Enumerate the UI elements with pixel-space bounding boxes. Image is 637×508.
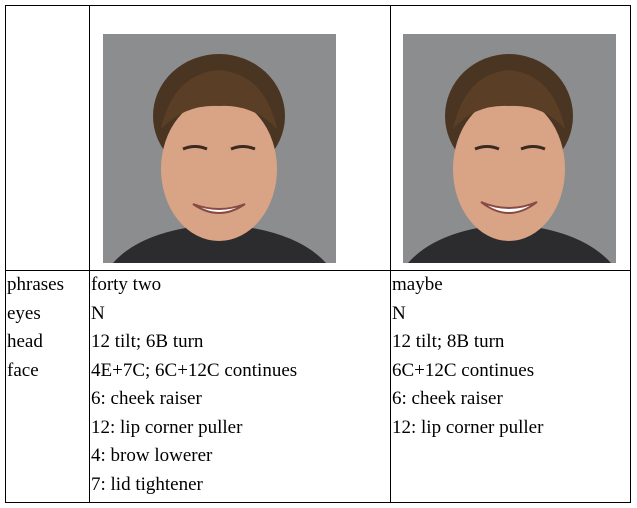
spacer: [392, 471, 543, 500]
row-label: face: [7, 357, 64, 386]
row-label: phrases: [7, 271, 64, 300]
cell-text: forty two: [91, 271, 297, 300]
border: [5, 5, 631, 6]
page: phraseseyesheadface forty twoN12 tilt; 6…: [0, 0, 637, 508]
spacer: [7, 385, 64, 414]
border: [390, 5, 391, 503]
spacer: [392, 442, 543, 471]
cell-text: 12 tilt; 6B turn: [91, 328, 297, 357]
border: [5, 502, 631, 503]
cell-text: 7: lid tightener: [91, 471, 297, 500]
cell-text: 6: cheek raiser: [392, 385, 543, 414]
cell-text: 6C+12C continues: [392, 357, 543, 386]
cell-text: 12: lip corner puller: [91, 414, 297, 443]
cell-text: 12 tilt; 8B turn: [392, 328, 543, 357]
spacer: [7, 471, 64, 500]
border: [630, 5, 631, 503]
row-label: eyes: [7, 300, 64, 329]
border: [5, 5, 6, 503]
cell-text: N: [392, 300, 543, 329]
spacer: [7, 414, 64, 443]
cell-text: 12: lip corner puller: [392, 414, 543, 443]
cell-text: N: [91, 300, 297, 329]
spacer: [7, 442, 64, 471]
cell-text: 4: brow lowerer: [91, 442, 297, 471]
border: [89, 5, 90, 503]
cell-text: 4E+7C; 6C+12C continues: [91, 357, 297, 386]
cell-text: maybe: [392, 271, 543, 300]
cell-text: 6: cheek raiser: [91, 385, 297, 414]
face-photo: [103, 34, 336, 263]
row-label: head: [7, 328, 64, 357]
face-photo: [403, 34, 616, 263]
